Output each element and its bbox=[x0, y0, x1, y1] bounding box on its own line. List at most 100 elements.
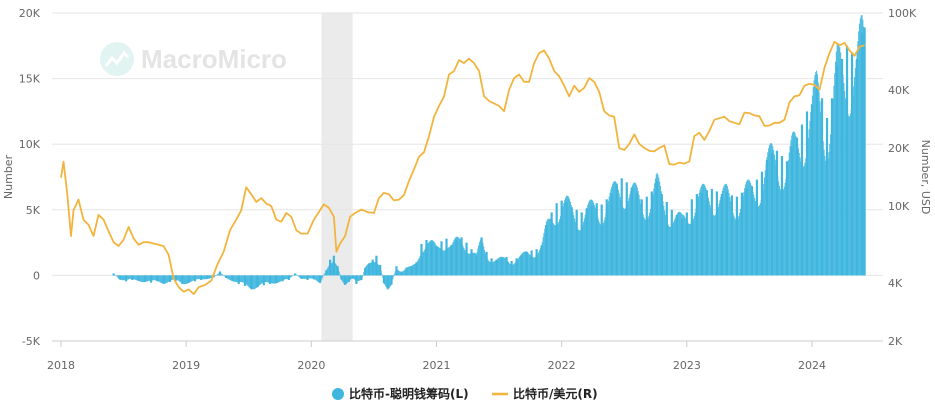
legend-item-line[interactable]: 比特币/美元(R) bbox=[492, 386, 598, 401]
bar bbox=[142, 275, 144, 283]
bar bbox=[845, 104, 847, 276]
bar bbox=[320, 275, 322, 282]
bar bbox=[812, 87, 814, 276]
bar bbox=[580, 229, 582, 276]
bar bbox=[678, 211, 680, 276]
bar bbox=[331, 263, 333, 276]
bar bbox=[724, 184, 726, 276]
bar bbox=[455, 236, 458, 276]
bar bbox=[625, 207, 627, 276]
bar bbox=[307, 275, 309, 279]
bar bbox=[187, 275, 189, 284]
left-tick-label: 0 bbox=[33, 269, 40, 282]
bar bbox=[169, 275, 171, 282]
bar bbox=[836, 44, 838, 276]
legend-item-bars[interactable]: 比特币-聪明钱筹码(L) bbox=[332, 386, 469, 401]
right-tick-label: 2K bbox=[888, 335, 903, 348]
bar bbox=[630, 187, 633, 276]
bar bbox=[124, 275, 126, 281]
bar bbox=[758, 205, 761, 276]
bar bbox=[434, 242, 436, 276]
bar bbox=[543, 232, 545, 276]
bar bbox=[800, 161, 802, 276]
bar bbox=[152, 275, 154, 281]
bar bbox=[168, 275, 170, 282]
bar bbox=[682, 215, 685, 276]
bar bbox=[232, 275, 234, 282]
bar bbox=[437, 246, 439, 276]
bar bbox=[756, 205, 758, 276]
bar bbox=[545, 224, 547, 276]
bar bbox=[305, 275, 307, 279]
bar bbox=[801, 164, 803, 276]
bar bbox=[737, 218, 739, 276]
bar bbox=[574, 221, 576, 276]
bar bbox=[230, 275, 232, 281]
bar bbox=[708, 201, 710, 276]
bar bbox=[290, 275, 292, 278]
bar bbox=[731, 209, 733, 276]
bar bbox=[326, 269, 328, 276]
bar bbox=[462, 245, 464, 276]
bar bbox=[516, 260, 518, 276]
bar bbox=[387, 275, 389, 290]
bar bbox=[311, 275, 313, 279]
bar bbox=[858, 23, 861, 276]
bar bbox=[482, 242, 484, 276]
bar bbox=[649, 212, 651, 276]
bar bbox=[351, 275, 353, 279]
bar bbox=[384, 275, 386, 286]
bar bbox=[644, 218, 646, 276]
x-axis: 2018 2019 2020 2021 2022 2023 2024 bbox=[47, 340, 883, 372]
bar bbox=[336, 265, 338, 276]
bar bbox=[616, 183, 618, 276]
bar bbox=[670, 226, 672, 276]
bar bbox=[501, 256, 503, 276]
bar bbox=[841, 66, 843, 276]
bar bbox=[239, 275, 241, 282]
bar bbox=[495, 260, 497, 276]
bar bbox=[411, 265, 413, 276]
bar bbox=[863, 35, 866, 276]
bar bbox=[621, 205, 624, 276]
bar bbox=[144, 275, 146, 282]
bar bbox=[660, 191, 662, 276]
bar bbox=[338, 271, 340, 276]
bar bbox=[202, 275, 204, 280]
bar bbox=[705, 187, 707, 276]
bar bbox=[811, 95, 814, 276]
bar-series bbox=[112, 15, 866, 290]
x-tick-label: 2021 bbox=[423, 359, 451, 372]
bar bbox=[412, 265, 414, 276]
bar bbox=[131, 275, 134, 279]
bar bbox=[673, 221, 675, 276]
x-tick-label: 2022 bbox=[548, 359, 576, 372]
bar bbox=[378, 265, 380, 276]
bar bbox=[321, 275, 323, 280]
bar bbox=[359, 275, 362, 281]
bar bbox=[696, 204, 698, 276]
bar bbox=[614, 181, 616, 276]
bar bbox=[549, 218, 551, 276]
bar bbox=[288, 275, 290, 279]
bar bbox=[129, 275, 131, 279]
bar bbox=[477, 248, 479, 276]
bar bbox=[571, 208, 573, 276]
bar bbox=[358, 275, 360, 281]
bar bbox=[590, 199, 592, 276]
bar bbox=[136, 275, 138, 281]
bar bbox=[619, 196, 621, 276]
bar bbox=[332, 261, 334, 276]
bar bbox=[445, 248, 448, 276]
bar bbox=[515, 261, 517, 276]
bar bbox=[763, 177, 766, 276]
bar bbox=[858, 31, 860, 276]
bar bbox=[740, 204, 743, 276]
bar bbox=[627, 200, 629, 276]
bar bbox=[466, 252, 468, 276]
x-tick-label: 2019 bbox=[172, 359, 200, 372]
bar bbox=[371, 262, 373, 276]
left-tick-label: -5K bbox=[22, 335, 41, 348]
bar bbox=[781, 191, 783, 276]
bar bbox=[837, 43, 839, 276]
